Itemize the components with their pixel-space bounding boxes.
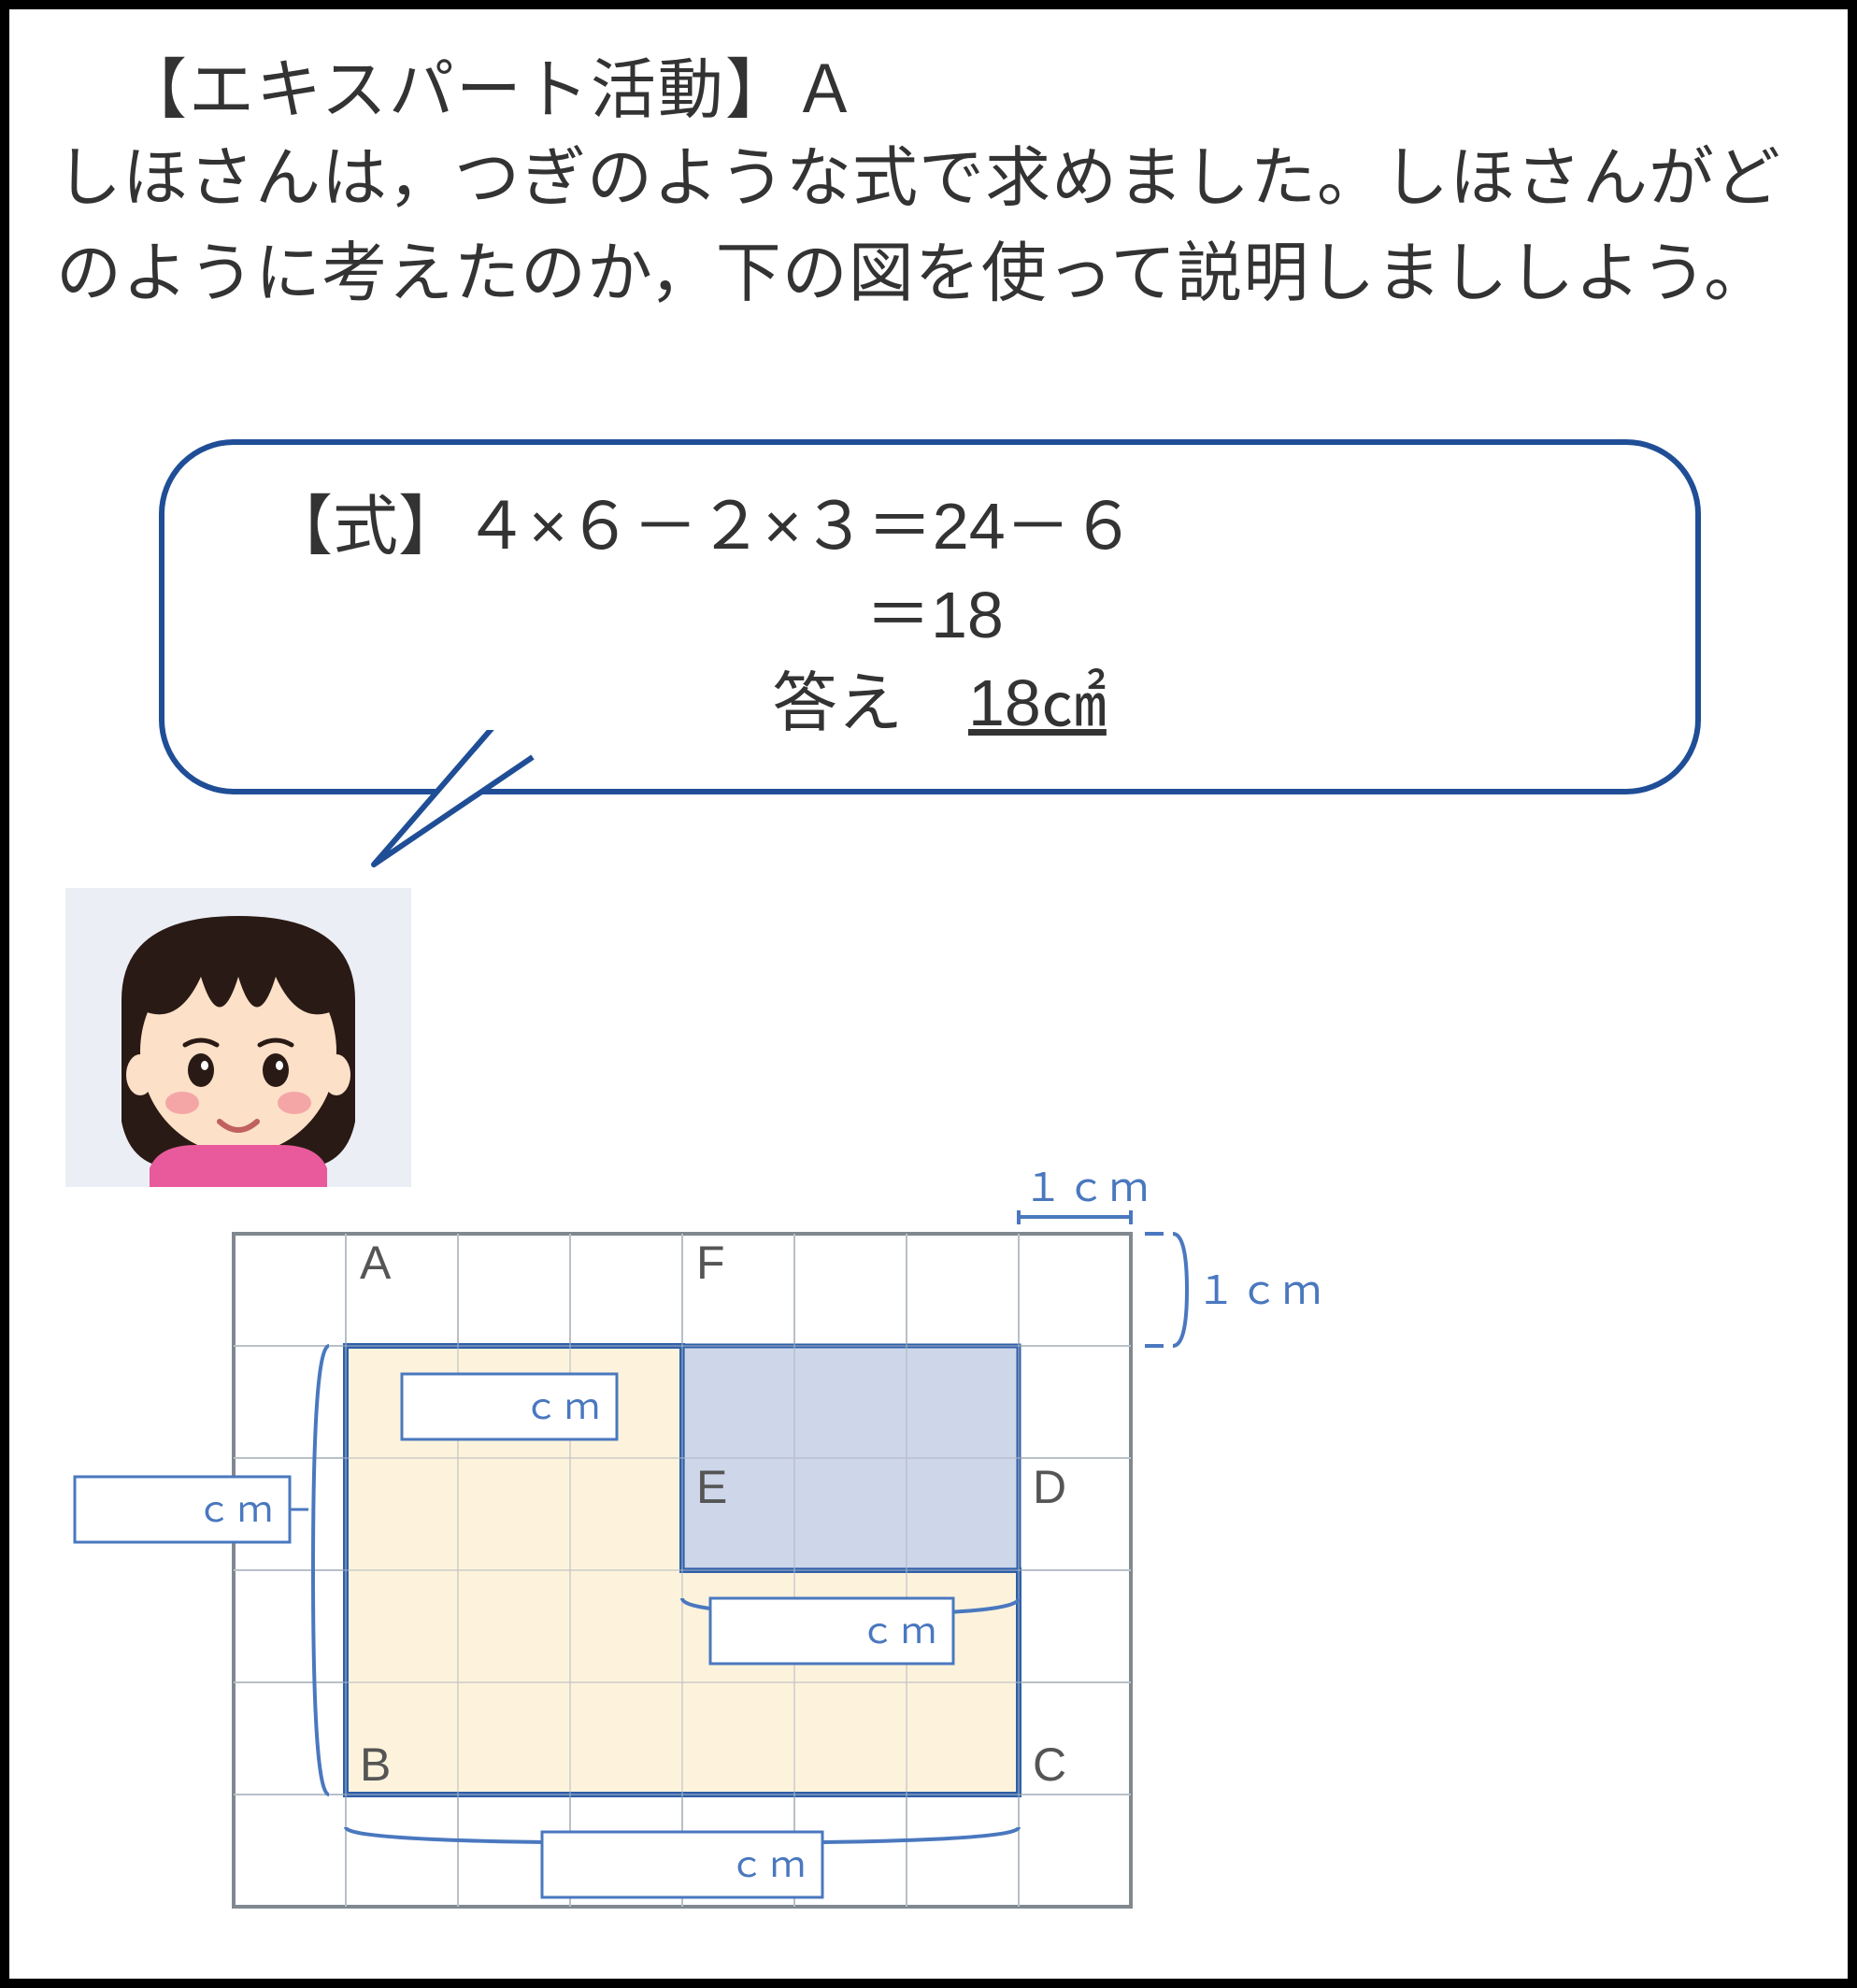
svg-text:ｃｍ: ｃｍ: [860, 1612, 942, 1652]
svg-text:E: E: [696, 1461, 727, 1513]
svg-text:C: C: [1033, 1738, 1066, 1791]
equation-line-1: 【式】４×６－２×３＝24－６: [267, 482, 1621, 571]
speech-bubble-tail-icon: [364, 724, 551, 874]
girl-avatar-icon: [65, 888, 411, 1187]
equation-label: 【式】: [267, 490, 464, 563]
answer-value: 18㎠: [968, 666, 1107, 739]
svg-text:A: A: [360, 1237, 392, 1289]
worksheet-page: 【エキスパート活動】Ａ しほさんは，つぎのような式で求めました。しほさんがどのよ…: [0, 0, 1857, 1988]
svg-text:１ｃｍ: １ｃｍ: [1023, 1166, 1152, 1209]
svg-text:ｃｍ: ｃｍ: [729, 1846, 811, 1885]
svg-text:D: D: [1033, 1461, 1066, 1513]
svg-text:ｃｍ: ｃｍ: [523, 1388, 606, 1427]
svg-text:１ｃｍ: １ｃｍ: [1196, 1268, 1325, 1312]
speech-bubble: 【式】４×６－２×３＝24－６ ＝18 答え 18㎠: [159, 439, 1701, 869]
svg-text:ｃｍ: ｃｍ: [196, 1491, 279, 1530]
equation-expr-1: ４×６－２×３＝24－６: [464, 490, 1136, 563]
equation-line-2: ＝18: [267, 571, 1621, 660]
svg-text:F: F: [696, 1237, 725, 1289]
svg-text:B: B: [360, 1738, 391, 1791]
answer-label: 答え: [772, 666, 903, 739]
area-diagram: A F E D B C １ｃｍ １ｃｍ ｃｍ ｃｍ ｃｍ ｃｍ: [140, 1159, 1822, 1972]
page-title: 【エキスパート活動】Ａ: [121, 37, 860, 132]
instruction-text: しほさんは，つぎのような式で求めました。しほさんがどのように考えたのか，下の図を…: [56, 131, 1801, 321]
